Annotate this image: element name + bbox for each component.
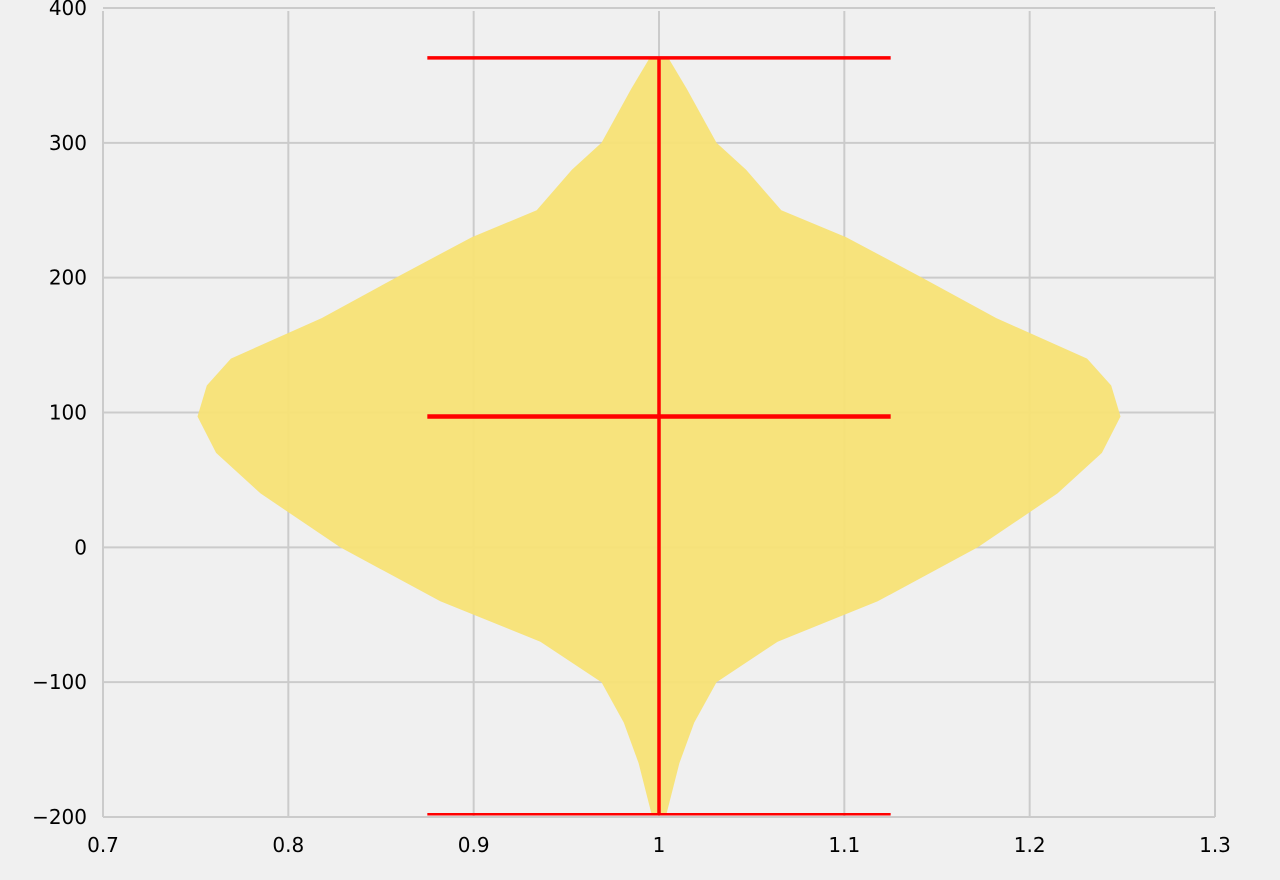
y-tick-label: 0 bbox=[74, 535, 87, 559]
x-tick-label: 1.2 bbox=[1014, 833, 1046, 857]
x-tick-label: 0.9 bbox=[458, 833, 490, 857]
y-tick-label: −200 bbox=[32, 805, 87, 829]
x-tick-label: 1.1 bbox=[828, 833, 860, 857]
y-tick-label: −100 bbox=[32, 670, 87, 694]
x-tick-label: 0.7 bbox=[87, 833, 119, 857]
y-tick-label: 200 bbox=[49, 266, 87, 290]
x-tick-label: 1.3 bbox=[1199, 833, 1231, 857]
y-tick-label: 400 bbox=[49, 0, 87, 20]
plot bbox=[197, 56, 1121, 816]
y-tick-label: 300 bbox=[49, 131, 87, 155]
chart-title: Violin plot with 1 class(es) bbox=[502, 0, 816, 1]
x-tick-label: 1 bbox=[653, 833, 666, 857]
x-tick-label: 0.8 bbox=[272, 833, 304, 857]
y-tick-label: 100 bbox=[49, 401, 87, 425]
